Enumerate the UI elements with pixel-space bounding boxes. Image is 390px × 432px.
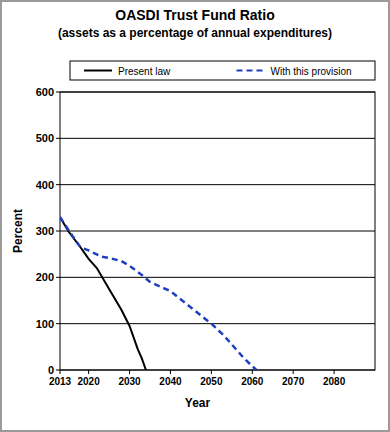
legend-label: With this provision xyxy=(271,66,352,77)
x-tick-label: 2080 xyxy=(323,376,346,387)
x-axis-label: Year xyxy=(185,396,211,410)
tick xyxy=(129,370,130,374)
y-tick-label: 300 xyxy=(36,225,54,237)
series-group xyxy=(60,217,256,370)
tick xyxy=(211,370,212,374)
y-axis-label: Percent xyxy=(11,209,25,253)
plot-frame xyxy=(60,92,375,370)
tick xyxy=(252,370,253,374)
x-tick-label: 2060 xyxy=(241,376,264,387)
tick xyxy=(56,138,60,139)
chart: OASDI Trust Fund Ratio (assets as a perce… xyxy=(0,0,390,432)
y-tick-label: 0 xyxy=(48,364,54,376)
series-line xyxy=(60,217,146,370)
tick xyxy=(56,184,60,185)
legend-label: Present law xyxy=(118,66,171,77)
subtitle: (assets as a percentage of annual expend… xyxy=(58,26,332,40)
y-tick-label: 200 xyxy=(36,271,54,283)
legend-swatch xyxy=(237,70,265,72)
x-tick-label: 2030 xyxy=(118,376,141,387)
tick xyxy=(56,92,60,93)
x-tick-label: 2050 xyxy=(200,376,223,387)
grid-line xyxy=(60,277,375,278)
tick xyxy=(56,231,60,232)
x-tick-label: 2020 xyxy=(78,376,101,387)
y-tick-label: 400 xyxy=(36,179,54,191)
tick xyxy=(56,323,60,324)
y-tick-label: 100 xyxy=(36,318,54,330)
series-line xyxy=(60,217,256,370)
frame xyxy=(1,1,389,431)
tick xyxy=(56,277,60,278)
tick xyxy=(170,370,171,374)
x-tick-label: 2070 xyxy=(282,376,305,387)
legend-swatch xyxy=(84,70,112,72)
title: OASDI Trust Fund Ratio xyxy=(115,7,274,23)
tick xyxy=(88,370,89,374)
tick xyxy=(56,370,60,371)
x-tick-label: 2040 xyxy=(159,376,182,387)
grid-line xyxy=(60,138,375,139)
tick xyxy=(334,370,335,374)
x-tick-label: 2013 xyxy=(49,376,72,387)
tick xyxy=(293,370,294,374)
grid-line xyxy=(60,184,375,185)
legend-box xyxy=(70,61,375,80)
y-tick-label: 500 xyxy=(36,132,54,144)
y-tick-label: 600 xyxy=(36,86,54,98)
grid-line xyxy=(60,323,375,324)
grid-line xyxy=(60,231,375,232)
tick xyxy=(60,370,61,374)
